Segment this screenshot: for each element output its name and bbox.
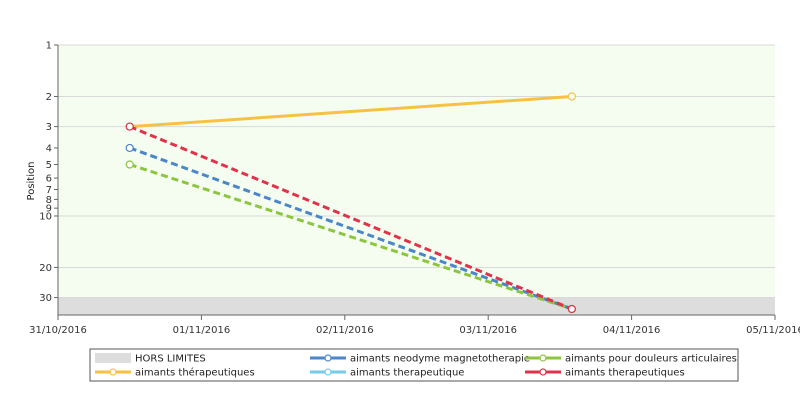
legend-label: aimants neodyme magnetotherapie <box>350 354 530 365</box>
legend-label: aimants thérapeutiques <box>135 367 255 379</box>
legend-label: aimants therapeutiques <box>565 368 685 379</box>
series-line <box>129 95 573 129</box>
data-point <box>125 122 134 131</box>
plot-background <box>58 45 775 315</box>
data-point <box>567 92 576 101</box>
y-tick-label: 1 <box>46 41 52 52</box>
legend-box <box>89 348 739 382</box>
legend-label: aimants therapeutique <box>350 368 464 379</box>
y-tick-label: 9 <box>46 204 52 215</box>
series-line <box>129 125 573 311</box>
x-tick-label: 02/11/2016 <box>316 325 374 336</box>
legend-marker <box>109 368 117 376</box>
x-tick-label: 03/11/2016 <box>459 325 517 336</box>
series-layer <box>125 92 576 314</box>
data-point <box>125 160 134 169</box>
x-tick-label: 04/11/2016 <box>603 325 661 336</box>
data-point <box>125 143 134 153</box>
y-tick-label: 6 <box>46 174 52 185</box>
y-tick-label: 3 <box>46 122 52 133</box>
data-point <box>567 304 576 314</box>
legend: HORS LIMITES aimants neodyme magnetothera… <box>89 348 739 382</box>
series-line <box>129 146 573 311</box>
y-tick-label: 30 <box>39 293 52 304</box>
y-tick-label: 2 <box>46 92 52 103</box>
legend-marker <box>324 368 332 376</box>
y-tick-label: 7 <box>46 185 52 196</box>
y-tick-label: 4 <box>46 143 52 154</box>
x-tick-label: 31/10/2016 <box>29 325 87 336</box>
legend-marker <box>324 354 332 362</box>
hors-limites-band-layer <box>58 297 775 315</box>
legend-marker <box>539 368 547 376</box>
legend-marker <box>539 354 547 362</box>
y-tick-label: 8 <box>46 195 52 206</box>
legend-label: HORS LIMITES <box>135 354 206 365</box>
series-line <box>129 163 573 311</box>
y-tick-label: 5 <box>46 160 52 171</box>
y-tick-label: 20 <box>39 263 52 274</box>
hors-limites-band <box>58 297 775 315</box>
legend-label: aimants pour douleurs articulaires <box>565 354 737 365</box>
y-tick-label: 10 <box>39 211 52 222</box>
x-tick-label: 01/11/2016 <box>173 325 231 336</box>
legend-swatch <box>95 353 131 363</box>
y-axis-title: Position <box>26 162 37 201</box>
x-tick-label: 05/11/2016 <box>746 325 800 336</box>
grid-layer <box>58 44 775 299</box>
